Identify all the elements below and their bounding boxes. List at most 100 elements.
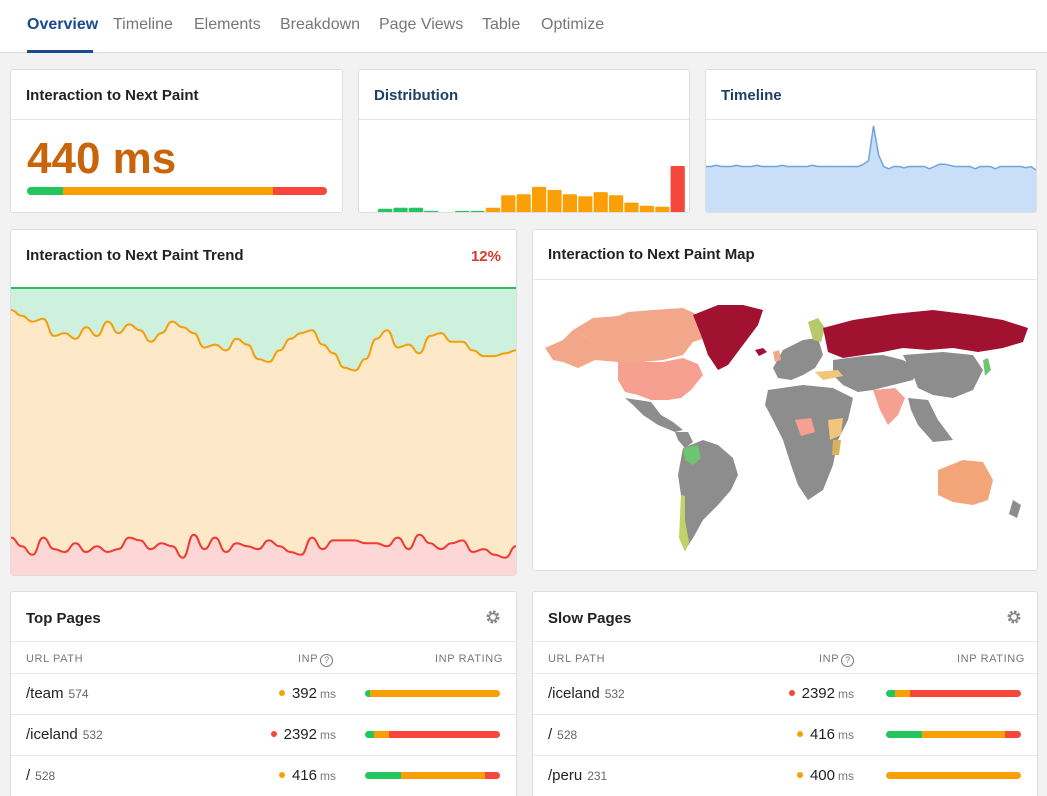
url-path[interactable]: /team 574	[26, 685, 89, 702]
distribution-bar	[562, 194, 577, 212]
url-path-text: /peru	[548, 767, 583, 784]
card-title: Interaction to Next Paint Trend	[26, 247, 244, 264]
url-path[interactable]: /peru 231	[548, 767, 607, 784]
trend-needs-improvement-line	[11, 309, 516, 372]
table-row[interactable]: /iceland 532 2392 ms	[11, 714, 516, 755]
timeline-line	[706, 125, 1036, 171]
map-region-africa	[765, 385, 853, 500]
world-map[interactable]	[533, 280, 1037, 570]
card-title[interactable]: Timeline	[721, 87, 782, 104]
tab-timeline[interactable]: Timeline	[113, 16, 173, 33]
rating-segment-good	[886, 690, 896, 697]
tab-breakdown[interactable]: Breakdown	[280, 16, 361, 33]
card-title: Interaction to Next Paint Map	[548, 246, 755, 263]
distribution-card[interactable]: Distribution	[358, 69, 690, 213]
inp-unit: ms	[838, 769, 854, 783]
help-icon[interactable]: ?	[841, 654, 855, 667]
rating-segment-good	[365, 690, 371, 697]
card-title[interactable]: Distribution	[374, 87, 459, 104]
timeline-card[interactable]: Timeline	[705, 69, 1037, 213]
inp-value: 400 ms	[796, 767, 854, 784]
table-row[interactable]: /team 574 392 ms	[11, 673, 516, 714]
inp-value: 2392 ms	[270, 726, 336, 743]
tab-bar: Overview Timeline Elements Breakdown Pag…	[0, 0, 1047, 53]
tab-overview[interactable]: Overview	[27, 16, 99, 33]
map-region-europe	[773, 338, 823, 380]
rating-segment-poor	[273, 187, 327, 195]
page-view-count: 532	[82, 728, 103, 742]
divider	[706, 119, 1036, 120]
active-tab-indicator	[27, 50, 93, 53]
gear-icon[interactable]	[1006, 609, 1022, 625]
inp-value-number: 2392	[801, 685, 835, 702]
table-row[interactable]: / 528 416 ms	[533, 714, 1037, 755]
rating-segment-needs-improvement	[922, 731, 1005, 738]
rating-segment-good	[365, 772, 402, 779]
distribution-bar	[440, 212, 454, 213]
distribution-bar	[593, 192, 608, 212]
tab-page-views[interactable]: Page Views	[379, 16, 464, 33]
rating-segment-poor	[910, 690, 1021, 697]
inp-rating-bar	[886, 690, 1021, 697]
col-header-url-path: URL PATH	[26, 653, 84, 665]
map-region-uk	[773, 350, 781, 362]
col-header-inp-label: INP	[298, 653, 319, 665]
col-header-inp[interactable]: INP?	[298, 653, 334, 667]
map-region-new-zealand	[1009, 500, 1021, 518]
table-row[interactable]: /peru 231 400 ms	[533, 755, 1037, 796]
inp-value-number: 392	[291, 685, 317, 702]
timeline-area	[706, 125, 1036, 212]
distribution-bar	[532, 186, 547, 212]
col-header-inp[interactable]: INP?	[819, 653, 855, 667]
map-region-south-america	[678, 440, 738, 550]
distribution-chart	[378, 166, 685, 213]
inp-rating-bar	[886, 772, 1021, 779]
rating-segment-needs-improvement	[895, 690, 911, 697]
url-path[interactable]: / 528	[26, 767, 55, 784]
map-region-alaska	[545, 330, 595, 368]
inp-value: 416 ms	[796, 726, 854, 743]
rating-segment-needs-improvement	[401, 772, 486, 779]
distribution-bar	[485, 207, 500, 212]
map-region-central-asia	[833, 355, 918, 392]
inp-rating-bar	[365, 731, 500, 738]
url-path-text: /team	[26, 685, 64, 702]
tab-optimize[interactable]: Optimize	[541, 16, 605, 33]
table-row[interactable]: /iceland 532 2392 ms	[533, 673, 1037, 714]
url-path-text: /	[548, 726, 553, 743]
distribution-bar	[393, 207, 408, 212]
map-region-australia	[938, 460, 993, 505]
inp-unit: ms	[838, 728, 854, 742]
trend-needs-improvement-area	[11, 310, 516, 575]
distribution-bar	[578, 196, 593, 212]
distribution-bar	[378, 208, 393, 212]
distribution-bar	[501, 195, 516, 212]
gear-icon[interactable]	[485, 609, 501, 625]
map-region-chile	[679, 495, 689, 552]
rating-segment-needs-improvement	[374, 731, 390, 738]
inp-summary-card[interactable]: Interaction to Next Paint 440 ms	[10, 69, 343, 213]
url-path[interactable]: /iceland 532	[26, 726, 103, 743]
inp-unit: ms	[320, 769, 336, 783]
tab-table[interactable]: Table	[482, 16, 521, 33]
page-view-count: 231	[587, 769, 608, 783]
inp-trend-card[interactable]: Interaction to Next Paint Trend 12%	[10, 229, 517, 576]
url-path[interactable]: / 528	[548, 726, 577, 743]
tab-elements[interactable]: Elements	[194, 16, 261, 33]
rating-segment-needs-improvement	[63, 187, 273, 195]
table-row[interactable]: / 528 416 ms	[11, 755, 516, 796]
inp-map-card[interactable]: Interaction to Next Paint Map	[532, 229, 1038, 571]
distribution-bar	[547, 190, 562, 212]
rating-segment-poor	[1004, 731, 1021, 738]
help-icon[interactable]: ?	[320, 654, 334, 667]
col-header-url-path: URL PATH	[548, 653, 606, 665]
rating-segment-good	[365, 731, 375, 738]
map-region-central-america	[675, 432, 693, 448]
map-region-ethiopia	[828, 418, 843, 440]
status-dot	[278, 690, 285, 696]
url-path-text: /	[26, 767, 31, 784]
url-path[interactable]: /iceland 532	[548, 685, 625, 702]
inp-unit: ms	[320, 728, 336, 742]
inp-rating-bar	[365, 772, 500, 779]
distribution-bar	[516, 194, 531, 212]
